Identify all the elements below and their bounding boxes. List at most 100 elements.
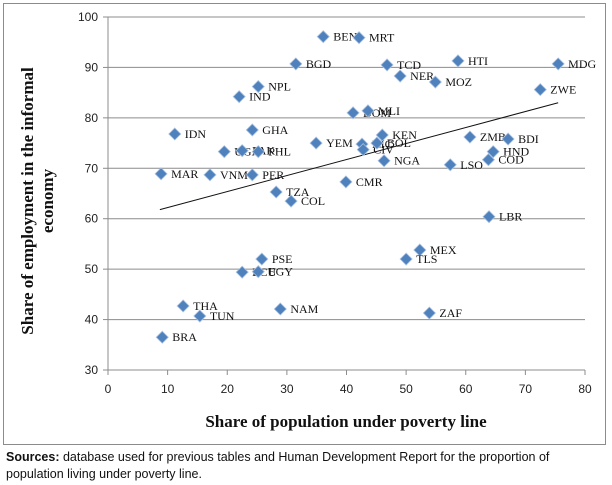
point-label: VNM [220,168,248,182]
data-point-yem: YEM [309,136,353,150]
diamond-marker [289,57,303,71]
point-label: ZWE [550,83,576,97]
point-label: PSE [272,252,293,266]
x-tick-label: 10 [161,382,175,396]
diamond-marker [443,158,457,172]
point-label: TLS [416,252,437,266]
x-tick-label: 20 [221,382,235,396]
data-point-vnm: VNM [203,168,248,182]
point-label: EGY [268,265,293,279]
x-tick-label: 30 [280,382,294,396]
diamond-marker [193,309,207,323]
y-tick-label: 90 [85,60,99,74]
point-label: NER [410,69,434,83]
point-label: LBR [499,210,522,224]
data-point-ind: IND [232,90,271,104]
point-label: HND [503,145,529,159]
diamond-marker [269,185,283,199]
diamond-marker [533,83,547,97]
point-label: COD [498,153,524,167]
diamond-marker [377,154,391,168]
point-label: KEN [392,128,417,142]
trendline [159,102,559,211]
point-label: CMR [356,175,383,189]
data-point-lso: LSO [443,158,483,172]
diamond-marker [346,106,360,120]
point-label: YEM [326,136,353,150]
diamond-marker [551,57,565,71]
sources-text: database used for previous tables and Hu… [6,450,550,481]
diamond-marker [393,69,407,83]
sources-note: Sources: database used for previous tabl… [6,449,606,483]
diamond-marker [251,265,265,279]
scatter-chart: 30 40 50 60 70 80 90 100 0 10 20 30 40 50 60 70 80 BEN MR… [18,10,597,431]
data-point-tza: TZA [269,185,310,199]
point-label: COL [301,194,325,208]
point-label: PHL [268,145,291,159]
data-point-per: PER [245,168,284,182]
point-label: TUN [210,309,235,323]
diamond-marker [339,175,353,189]
diamond-marker [235,265,249,279]
data-point-phl: PHL [251,145,291,159]
data-point-col: COL [284,194,325,208]
diamond-marker [155,330,169,344]
data-point-tls: TLS [399,252,437,266]
point-label: THA [193,299,218,313]
point-label: MEX [430,243,457,257]
diamond-marker [501,132,515,146]
data-point-mdg: MDG [551,57,597,71]
data-point-moz: MOZ [428,75,472,89]
diamond-marker [375,128,389,142]
diamond-marker [273,302,287,316]
diamond-marker [203,168,217,182]
diamond-marker [399,252,413,266]
data-point-tha: THA [176,299,218,313]
data-point-zmb: ZMB [463,130,506,144]
data-point-cmr: CMR [339,175,383,189]
diamond-marker [245,123,259,137]
diamond-marker [316,30,330,44]
x-tick-label: 0 [105,382,112,396]
diamond-marker [422,306,436,320]
point-label: MOZ [445,75,472,89]
point-label: IND [249,90,271,104]
diamond-marker [463,130,477,144]
data-point-mrt: MRT [352,31,395,45]
point-label: TZA [286,185,310,199]
point-label: GHA [262,123,288,137]
point-label: ZMB [480,130,506,144]
diamond-marker [251,80,265,94]
diamond-marker [309,136,323,150]
diamond-marker [451,54,465,68]
point-label: BRA [172,330,197,344]
data-point-zwe: ZWE [533,83,576,97]
y-tick-label: 70 [85,161,99,175]
data-point-npl: NPL [251,80,291,94]
point-label: BGD [306,57,332,71]
trendline-group [159,102,559,211]
data-point-bol: BOL [370,136,411,150]
y-axis-title: Share of employment in the informal econ… [18,67,57,335]
diamond-marker [255,252,269,266]
y-tick-label: 80 [85,111,99,125]
chart-frame [3,3,606,445]
axes: 30 40 50 60 70 80 90 100 0 10 20 30 40 50 60 70 80 [78,10,592,396]
diamond-marker [428,75,442,89]
point-label: BDI [518,132,539,146]
point-label: NAM [290,302,318,316]
diamond-marker [486,145,500,159]
gridlines [108,16,585,321]
point-label: MLI [378,104,400,118]
x-tick-label: 80 [578,382,592,396]
diamond-marker [370,136,384,150]
point-label: BEN [333,30,357,44]
data-point-nga: NGA [377,154,420,168]
point-label: TCD [397,58,421,72]
x-tick-label: 70 [519,382,533,396]
diamond-marker [361,104,375,118]
diamond-marker [232,90,246,104]
point-label: MDG [568,57,596,71]
data-point-mex: MEX [413,243,457,257]
